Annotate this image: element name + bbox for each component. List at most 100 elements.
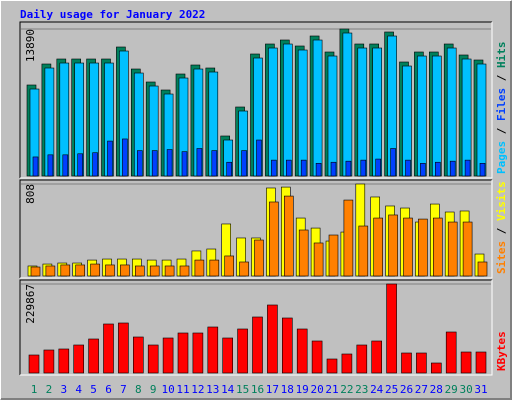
y-max-label: 808 bbox=[24, 184, 37, 204]
bar bbox=[122, 138, 128, 177]
bar bbox=[28, 354, 40, 374]
bar bbox=[390, 148, 396, 177]
bar bbox=[267, 304, 278, 374]
bar bbox=[328, 234, 339, 277]
bar bbox=[311, 340, 323, 374]
legend: Sites / Visits bbox=[495, 181, 508, 274]
bar bbox=[358, 225, 369, 277]
bar bbox=[326, 358, 338, 374]
bar bbox=[92, 152, 98, 177]
bar bbox=[330, 161, 337, 177]
x-tick-label: 3 bbox=[60, 383, 67, 396]
legend-separator: / bbox=[495, 121, 508, 141]
x-tick-label: 31 bbox=[474, 383, 487, 396]
legend-entry: Sites bbox=[495, 241, 508, 274]
bar bbox=[166, 149, 173, 177]
bar bbox=[226, 161, 232, 177]
panel-edge-light bbox=[20, 22, 493, 179]
bar bbox=[357, 47, 368, 177]
bar bbox=[207, 326, 219, 374]
x-tick-label: 9 bbox=[150, 383, 157, 396]
bar bbox=[460, 351, 472, 374]
bar bbox=[222, 337, 233, 374]
bar bbox=[445, 331, 457, 374]
x-tick-label: 4 bbox=[75, 383, 82, 396]
bar bbox=[164, 265, 175, 277]
bar bbox=[372, 47, 383, 177]
bar bbox=[209, 259, 220, 277]
bar bbox=[281, 317, 293, 374]
bar bbox=[402, 65, 412, 177]
bar bbox=[416, 352, 427, 374]
bar bbox=[342, 32, 353, 177]
bar bbox=[120, 264, 130, 277]
bar bbox=[341, 353, 353, 374]
bar bbox=[479, 163, 486, 177]
bar bbox=[30, 266, 41, 277]
bar bbox=[107, 140, 113, 177]
legend-entry: Hits bbox=[495, 42, 508, 69]
bar bbox=[179, 265, 190, 277]
bar bbox=[118, 322, 129, 374]
bar bbox=[60, 264, 71, 277]
bar bbox=[315, 163, 322, 177]
bar bbox=[151, 150, 158, 177]
bar bbox=[135, 265, 145, 277]
x-tick-label: 24 bbox=[370, 383, 384, 396]
x-tick-label: 10 bbox=[161, 383, 174, 396]
bar bbox=[343, 199, 354, 277]
x-tick-label: 19 bbox=[296, 383, 309, 396]
x-tick-label: 28 bbox=[430, 383, 443, 396]
bar bbox=[105, 264, 115, 277]
bar bbox=[297, 49, 308, 177]
bar bbox=[58, 348, 70, 374]
legend-entry: Visits bbox=[495, 181, 508, 221]
x-tick-label: 8 bbox=[135, 383, 142, 396]
x-tick-label: 13 bbox=[206, 383, 219, 396]
bar bbox=[47, 154, 54, 177]
bar bbox=[149, 265, 160, 277]
bar bbox=[298, 229, 309, 277]
panel-edge-light bbox=[20, 280, 493, 376]
bar bbox=[133, 336, 144, 374]
x-tick-label: 7 bbox=[120, 383, 127, 396]
bar bbox=[45, 265, 56, 277]
panel-edge-dark bbox=[19, 21, 492, 178]
bar bbox=[77, 153, 83, 177]
bar bbox=[241, 150, 247, 177]
x-tick-label: 20 bbox=[310, 383, 323, 396]
x-tick-label: 26 bbox=[400, 383, 413, 396]
x-tick-label: 6 bbox=[105, 383, 112, 396]
chart-title: Daily usage for January 2022 bbox=[20, 8, 205, 21]
bar bbox=[103, 323, 114, 374]
panel-edge-light bbox=[20, 180, 493, 279]
x-tick-label: 22 bbox=[340, 383, 353, 396]
x-tick-label: 17 bbox=[266, 383, 279, 396]
bar bbox=[269, 201, 279, 277]
bar bbox=[417, 55, 427, 177]
bar bbox=[224, 255, 234, 277]
bar bbox=[192, 332, 204, 374]
bar bbox=[434, 161, 441, 177]
bar bbox=[403, 217, 413, 277]
legend: Pages / Files / Hits bbox=[495, 42, 508, 175]
legend-entry: Pages bbox=[495, 141, 508, 174]
bar bbox=[360, 159, 367, 177]
bar bbox=[62, 154, 69, 177]
bar bbox=[268, 47, 278, 177]
bar bbox=[283, 195, 294, 277]
x-tick-label: 11 bbox=[176, 383, 189, 396]
legend-separator: / bbox=[495, 221, 508, 241]
bar bbox=[285, 159, 292, 177]
x-tick-label: 18 bbox=[281, 383, 294, 396]
bar bbox=[431, 55, 442, 177]
panel-edge-dark bbox=[19, 179, 492, 278]
bar bbox=[194, 259, 205, 277]
bar bbox=[211, 150, 218, 177]
x-tick-label: 16 bbox=[251, 383, 264, 396]
x-tick-label: 14 bbox=[221, 383, 235, 396]
bar bbox=[237, 328, 248, 374]
bar bbox=[388, 214, 398, 277]
bar bbox=[147, 344, 159, 374]
